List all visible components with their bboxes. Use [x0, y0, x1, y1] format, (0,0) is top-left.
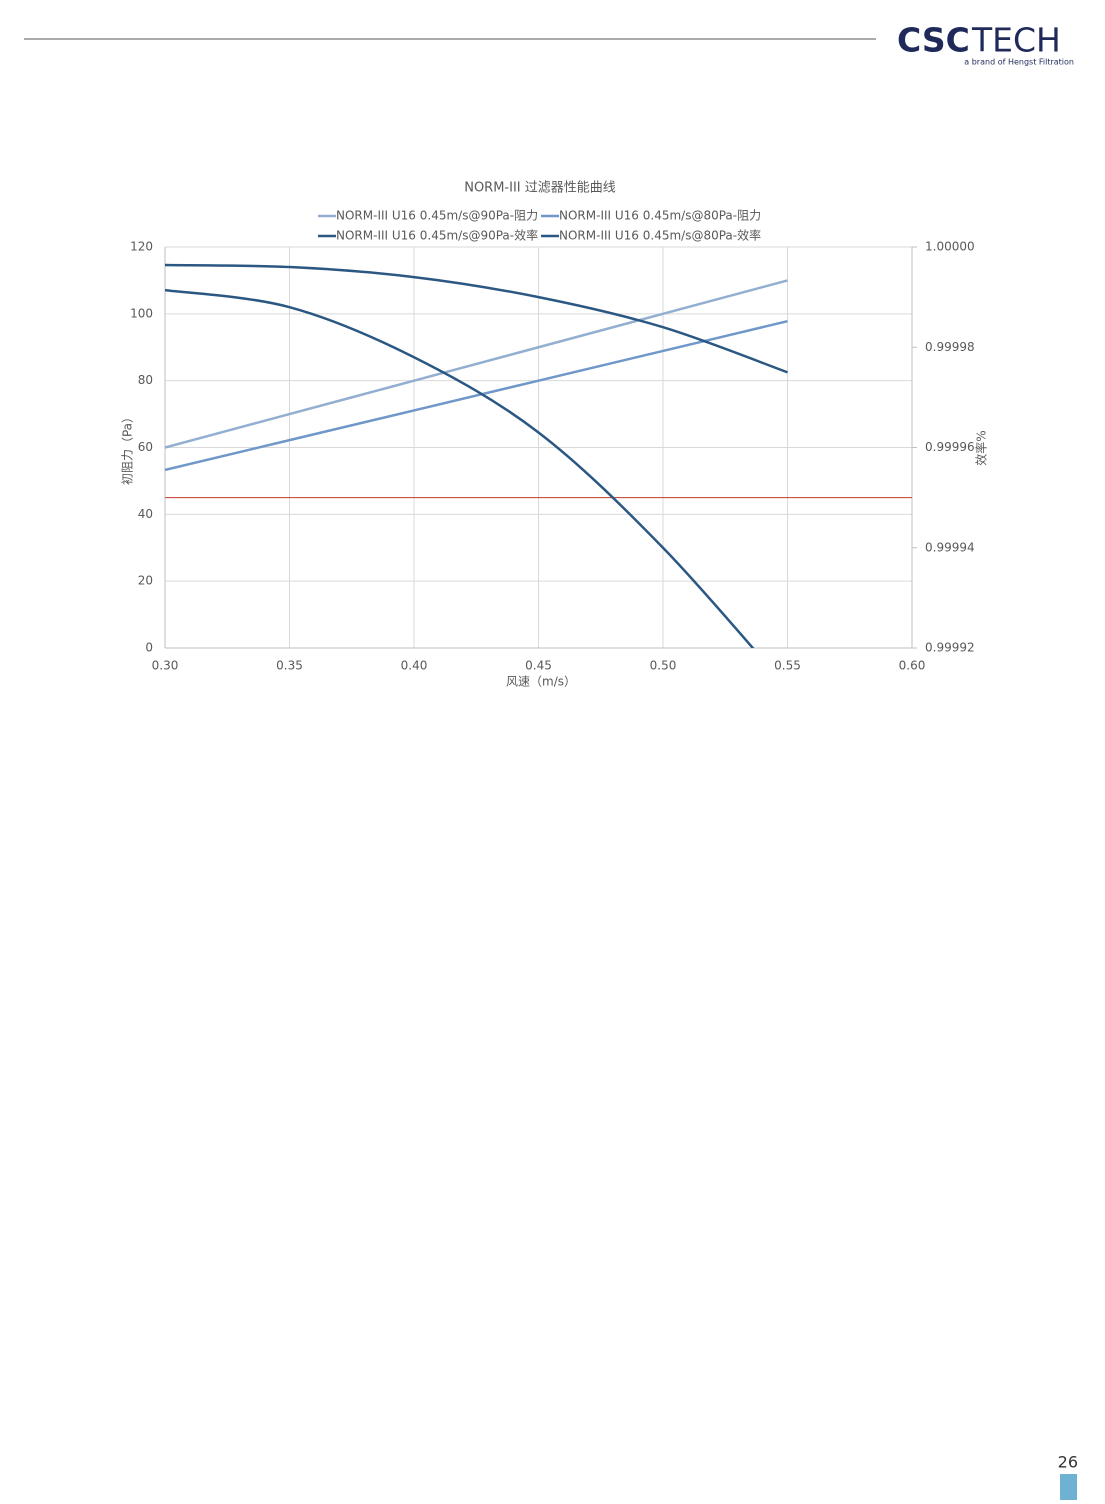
y-tick-label: 100 — [130, 306, 153, 320]
y2-axis-title: 效率% — [974, 430, 989, 465]
legend-label: NORM-III U16 0.45m/s@80Pa-阻力 — [559, 209, 761, 223]
y-tick-label: 0 — [145, 641, 153, 655]
page-tab — [1060, 1474, 1077, 1500]
page-number: 26 — [1058, 1453, 1078, 1472]
legend-label: NORM-III U16 0.45m/s@80Pa-效率 — [559, 228, 761, 243]
series-line — [165, 288, 755, 648]
x-tick-label: 0.35 — [276, 659, 303, 673]
series-line — [165, 279, 788, 449]
y2-tick-label: 1.00000 — [925, 240, 975, 254]
x-tick-label: 0.30 — [152, 659, 179, 673]
logo-tagline: a brand of Hengst Filtration — [964, 58, 1074, 67]
x-tick-label: 0.60 — [899, 659, 926, 673]
legend-label: NORM-III U16 0.45m/s@90Pa-效率 — [336, 228, 538, 243]
legend-label: NORM-III U16 0.45m/s@90Pa-阻力 — [336, 209, 538, 223]
chart-title: NORM-III 过滤器性能曲线 — [464, 181, 616, 196]
x-tick-label: 0.55 — [774, 659, 801, 673]
y-tick-label: 40 — [138, 507, 153, 521]
logo-csc: CSC — [897, 21, 970, 60]
y-tick-label: 120 — [130, 240, 153, 254]
y-tick-label: 60 — [138, 440, 153, 454]
y-axis-title: 初阻力（Pa） — [121, 411, 135, 485]
y2-tick-label: 0.99994 — [925, 540, 975, 554]
y2-tick-label: 0.99992 — [925, 641, 975, 655]
y2-tick-label: 0.99998 — [925, 340, 975, 354]
x-tick-label: 0.45 — [525, 659, 552, 673]
y-tick-label: 80 — [138, 373, 153, 387]
x-tick-label: 0.50 — [650, 659, 677, 673]
y-tick-label: 20 — [138, 574, 153, 588]
y2-tick-label: 0.99996 — [925, 440, 975, 454]
x-axis-title: 风速（m/s） — [506, 675, 576, 689]
series-line — [165, 263, 788, 374]
series-line — [165, 319, 788, 472]
x-tick-label: 0.40 — [401, 659, 428, 673]
logo-tech: TECH — [971, 21, 1061, 60]
